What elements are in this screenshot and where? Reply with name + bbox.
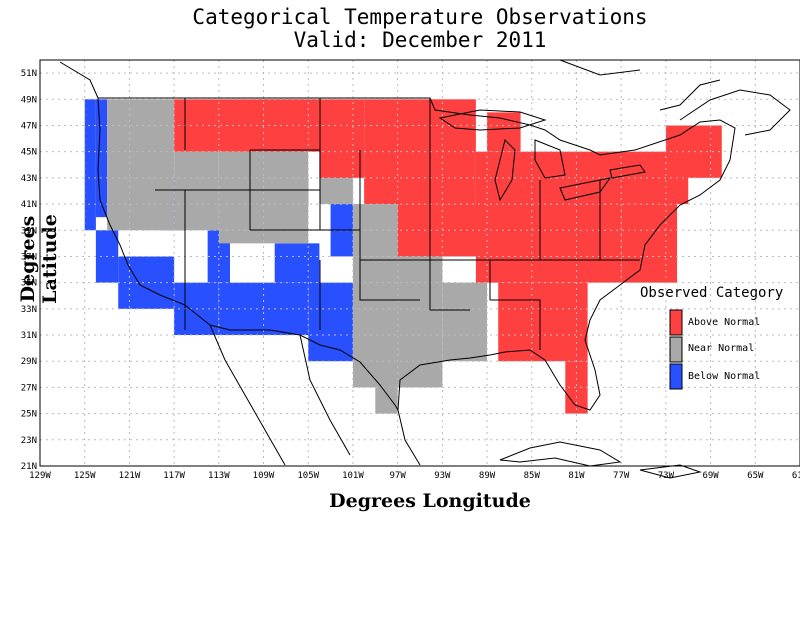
caribbean: [499, 441, 702, 479]
y-tick-label: 37N: [21, 252, 37, 262]
y-tick-label: 41N: [21, 200, 37, 210]
state-borders: [155, 98, 640, 350]
y-tick-label: 27N: [21, 383, 37, 393]
legend-swatch-below: [669, 363, 683, 390]
x-tick-label: 105W: [297, 471, 319, 481]
us-outline: [97, 97, 736, 412]
lake-superior: [438, 109, 547, 131]
x-axis-label: Degrees Longitude: [329, 490, 531, 512]
x-tick-label: 109W: [253, 471, 275, 481]
legend-label-near: Near Normal: [688, 343, 754, 354]
x-tick-label: 65W: [747, 471, 764, 481]
category-cells: [84, 99, 722, 414]
cell-below: [118, 256, 175, 309]
cell-above: [174, 99, 320, 152]
cell-near: [174, 151, 219, 231]
cell-above: [498, 282, 588, 362]
cell-below: [84, 99, 96, 231]
legend-swatch-above: [669, 309, 683, 336]
legend-swatch-near: [669, 336, 683, 363]
y-tick-label: 39N: [21, 226, 37, 236]
cell-below: [308, 282, 353, 362]
x-tick-label: 89W: [479, 471, 496, 481]
x-tick-label: 129W: [29, 471, 51, 481]
x-tick-label: 85W: [524, 471, 541, 481]
x-tick-label: 113W: [208, 471, 230, 481]
lake-huron: [534, 139, 566, 179]
y-tick-label: 25N: [21, 410, 37, 420]
lat-lon-grid: [39, 60, 800, 467]
y-tick-label: 23N: [21, 436, 37, 446]
cell-above: [319, 99, 365, 178]
y-tick-labels: 51N 49N 47N 45N 43N 41N 39N 37N 35N 33N 31N 29N 27N 2…: [21, 69, 37, 472]
map-outlines: [59, 59, 791, 479]
mexico-coast: [209, 324, 421, 466]
y-tick-label: 47N: [21, 121, 37, 131]
x-tick-label: 69W: [702, 471, 719, 481]
legend-label-below: Below Normal: [688, 371, 760, 382]
x-tick-label: 81W: [568, 471, 585, 481]
x-tick-label: 101W: [342, 471, 364, 481]
x-tick-label: 117W: [163, 471, 185, 481]
cell-near: [107, 99, 175, 231]
cell-below: [207, 230, 230, 283]
x-tick-labels: 129W 125W 121W 117W 113W 109W 105W 101W 97W 93W 89…: [29, 471, 800, 481]
x-tick-label: 97W: [390, 471, 407, 481]
y-tick-label: 31N: [21, 331, 37, 341]
legend-label-above: Above Normal: [688, 317, 760, 328]
cell-near: [442, 282, 488, 362]
x-tick-label: 121W: [119, 471, 141, 481]
y-tick-label: 43N: [21, 174, 37, 184]
y-tick-label: 29N: [21, 357, 37, 367]
canada-coast: [59, 59, 791, 136]
x-tick-label: 73W: [658, 471, 675, 481]
x-tick-label: 77W: [613, 471, 630, 481]
chart-title-line-2: Valid: December 2011: [293, 28, 547, 52]
cell-above: [475, 151, 622, 283]
y-tick-label: 35N: [21, 279, 37, 289]
x-tick-label: 93W: [434, 471, 451, 481]
cell-above: [565, 361, 588, 414]
y-tick-label: 21N: [21, 462, 37, 472]
chart-title-line-1: Categorical Temperature Observations: [192, 5, 648, 29]
plot-frame: [39, 59, 800, 467]
cell-below: [95, 99, 108, 218]
legend: Observed Category Above Normal Near Norm…: [640, 285, 783, 390]
y-tick-label: 33N: [21, 305, 37, 315]
y-tick-label: 45N: [21, 148, 37, 158]
cell-below: [274, 243, 320, 283]
y-tick-label: 51N: [21, 69, 37, 79]
y-tick-label: 49N: [21, 95, 37, 105]
x-tick-label: 125W: [74, 471, 96, 481]
legend-title: Observed Category: [640, 285, 783, 301]
lake-michigan: [494, 139, 516, 202]
x-tick-label: 61W: [792, 471, 800, 481]
lake-ontario: [609, 164, 646, 179]
